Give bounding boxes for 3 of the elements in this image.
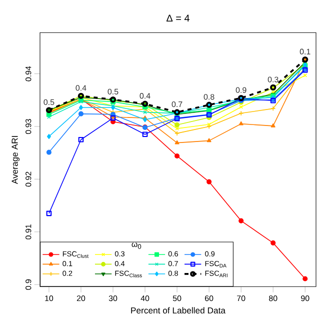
x-axis-title: Percent of Labelled Data [131, 307, 226, 314]
chart-title: Δ = 4 [166, 14, 190, 22]
y-axis-title: Average ARI [12, 136, 20, 184]
